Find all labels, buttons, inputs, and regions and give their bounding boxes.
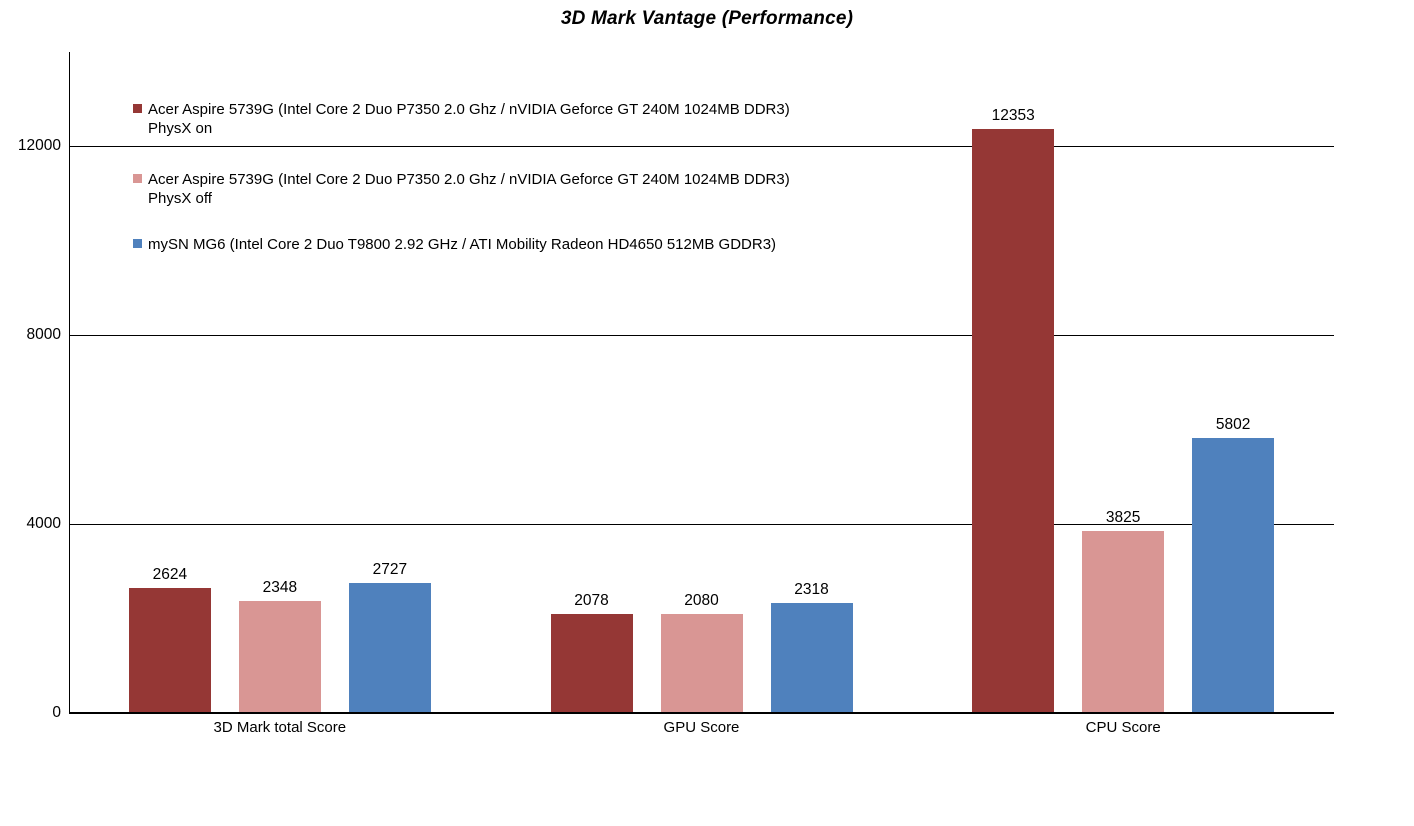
chart-title: 3D Mark Vantage (Performance)	[560, 8, 854, 29]
bar-group: 2624 2348 2727	[128, 52, 431, 713]
bar-value-label: 2348	[262, 579, 298, 597]
bar-value-label: 2727	[372, 561, 408, 579]
legend-item[interactable]: Acer Aspire 5739G (Intel Core 2 Duo P735…	[133, 100, 790, 138]
bar-value-label: 2318	[794, 580, 829, 598]
bar[interactable]: 3825	[1082, 509, 1165, 712]
bar-value-label: 12353	[991, 106, 1035, 124]
y-axis-line	[69, 52, 70, 713]
legend-color-swatch	[133, 104, 142, 113]
y-axis-tick-labels: 0 4000 8000 12000	[0, 52, 61, 721]
bar-value-label: 3825	[1105, 509, 1141, 527]
x-axis-category-label: CPU Score	[1085, 719, 1161, 736]
y-axis-tick-label: 4000	[26, 515, 61, 533]
legend-color-swatch	[133, 239, 142, 248]
bar-value-label: 5802	[1215, 416, 1251, 434]
x-axis-line	[69, 712, 1334, 714]
legend-color-swatch	[133, 174, 142, 183]
bar[interactable]: 5802	[1192, 416, 1275, 712]
legend-item[interactable]: mySN MG6 (Intel Core 2 Duo T9800 2.92 GH…	[133, 235, 776, 254]
plot-area: 2624 2348 2727 2078 2080 2318 12353 3825 5802 3D…	[69, 52, 1334, 736]
bar-value-label: 2624	[152, 566, 188, 584]
bar[interactable]: 2727	[348, 561, 431, 712]
legend-item[interactable]: Acer Aspire 5739G (Intel Core 2 Duo P735…	[133, 170, 790, 208]
y-axis-tick-label: 0	[52, 704, 61, 721]
bar-group: 2078 2080 2318	[550, 52, 853, 713]
bar[interactable]: 12353	[972, 107, 1055, 712]
bar[interactable]: 2624	[128, 566, 211, 712]
legend-label: Acer Aspire 5739G (Intel Core 2 Duo P735…	[148, 171, 790, 207]
bar-group: 12353 3825 5802	[972, 52, 1275, 713]
gridline	[69, 523, 1334, 525]
bar[interactable]: 2080	[660, 592, 743, 712]
gridline	[69, 334, 1334, 336]
bar[interactable]: 2318	[770, 581, 853, 712]
x-axis-category-label: 3D Mark total Score	[213, 719, 347, 736]
legend-label: mySN MG6 (Intel Core 2 Duo T9800 2.92 GH…	[148, 236, 777, 253]
y-axis-tick-label: 12000	[17, 137, 61, 155]
gridline	[69, 145, 1334, 148]
bar-value-label: 2080	[684, 591, 719, 609]
x-axis-category-label: GPU Score	[663, 719, 740, 736]
bar-value-label: 2078	[574, 591, 609, 609]
y-axis-tick-label: 8000	[26, 326, 61, 344]
bar[interactable]: 2078	[550, 592, 633, 712]
bar[interactable]: 2348	[238, 579, 321, 712]
legend-label: Acer Aspire 5739G (Intel Core 2 Duo P735…	[148, 101, 790, 137]
